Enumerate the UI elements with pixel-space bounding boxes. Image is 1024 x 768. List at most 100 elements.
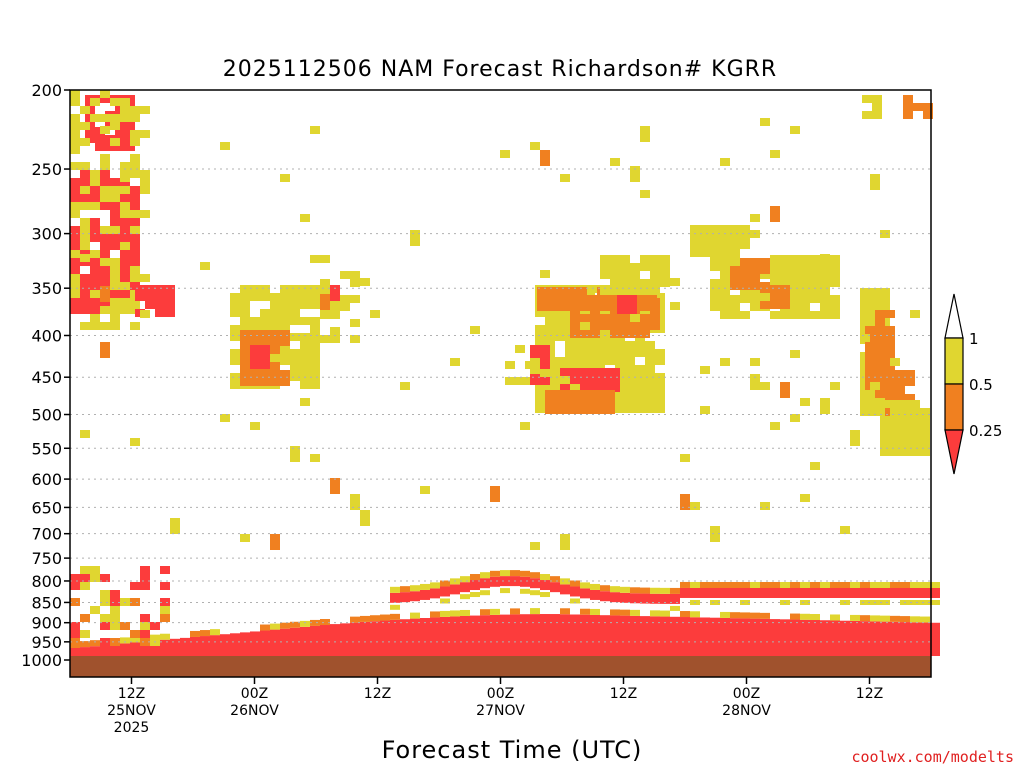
cell-orange (440, 580, 450, 587)
cell-blob (230, 373, 240, 381)
cell-blob (120, 226, 130, 234)
cell-orange (490, 570, 500, 577)
cell-blob (130, 218, 140, 226)
cell-red (710, 617, 720, 656)
cell-blob (565, 406, 575, 414)
cell-blob (880, 432, 890, 440)
cell-blob (135, 293, 145, 301)
cell-blob (230, 325, 240, 333)
cell-edge (370, 615, 380, 622)
cell-yellow (440, 598, 450, 604)
cell-yellow (800, 600, 810, 605)
cell-blob (600, 376, 610, 384)
cell-red (740, 587, 750, 598)
cell-blob (80, 306, 90, 314)
cell-blob (880, 296, 890, 304)
cell-blob (605, 357, 615, 365)
cell-blob (720, 279, 730, 287)
cell-blob (70, 242, 80, 250)
cell-blob (515, 377, 525, 385)
cell-blob (330, 285, 340, 293)
cell-mixed (160, 598, 170, 606)
cell-blob (230, 333, 240, 341)
cell-blob (750, 295, 760, 303)
cell-edge (690, 611, 700, 618)
cell-blob (870, 400, 880, 408)
cell-orange (390, 586, 400, 593)
cell-red (520, 614, 530, 656)
cell-scatter (800, 494, 810, 502)
cell-blob (820, 295, 830, 303)
cell-blob (800, 311, 810, 319)
cell-blob (280, 338, 290, 346)
cell-blob (270, 330, 280, 338)
cell-red (590, 589, 600, 600)
cell-blob (555, 317, 565, 325)
cell-blob (625, 397, 635, 405)
cell-red (570, 586, 580, 597)
cell-scatter (810, 462, 820, 470)
cell-yellow (860, 600, 870, 605)
colorbar-label: 1 (969, 330, 979, 348)
cell-blob (650, 322, 660, 330)
cell-blob (595, 341, 605, 349)
cell-blob (240, 325, 250, 333)
cell-blob (70, 178, 80, 186)
cell-blob (640, 330, 650, 338)
cell-blob (900, 416, 910, 424)
cell-scatter (360, 278, 370, 286)
cell-blob (903, 95, 913, 103)
cell-blob (70, 266, 80, 274)
cell-blob (885, 334, 895, 342)
cell-blob (260, 317, 270, 325)
cell-blob (120, 194, 130, 202)
cell-yellow (710, 599, 720, 605)
cell-scatter (300, 214, 310, 222)
cell-blob (720, 295, 730, 303)
cell-orange (790, 582, 800, 588)
cell-blob (890, 416, 900, 424)
cell-scatter (860, 334, 870, 342)
cell-edge (90, 640, 100, 647)
cell-blob (300, 357, 310, 365)
cell-scatter (330, 478, 340, 494)
cell-blob (800, 303, 810, 311)
cell-scatter (520, 422, 530, 430)
cell-mixed (70, 622, 80, 630)
cell-blob (135, 285, 145, 293)
cell-red (140, 641, 150, 656)
cell-blob (120, 298, 130, 306)
cell-blob (635, 365, 645, 373)
cell-edge (720, 611, 730, 618)
cell-blob (820, 263, 830, 271)
cell-blob (80, 282, 90, 290)
cell-red (360, 621, 370, 656)
cell-red (430, 617, 440, 656)
cell-red (750, 587, 760, 598)
cell-blob (300, 333, 310, 341)
x-tick-label: 00Z (733, 686, 760, 702)
cell-red (370, 621, 380, 656)
cell-blob (280, 325, 290, 333)
cell-red (500, 614, 510, 656)
cell-blob (540, 353, 550, 361)
cell-edge (890, 615, 900, 622)
cell-blob (810, 295, 820, 303)
cell-edge (790, 613, 800, 620)
cell-blob (140, 130, 150, 138)
cell-blob (250, 353, 260, 361)
cell-blob (830, 263, 840, 271)
cell-blob (885, 386, 895, 394)
cell-blob (120, 250, 130, 258)
cell-blob (875, 334, 885, 342)
cell-blob (720, 255, 730, 263)
cell-blob (710, 295, 720, 303)
cell-red (440, 586, 450, 597)
cell-orange (400, 586, 410, 593)
cell-orange (570, 580, 580, 587)
cell-blob (330, 303, 340, 311)
cell-edge (160, 633, 170, 640)
cell-blob (70, 250, 80, 258)
cell-blob (70, 306, 80, 314)
cell-edge (530, 608, 540, 615)
